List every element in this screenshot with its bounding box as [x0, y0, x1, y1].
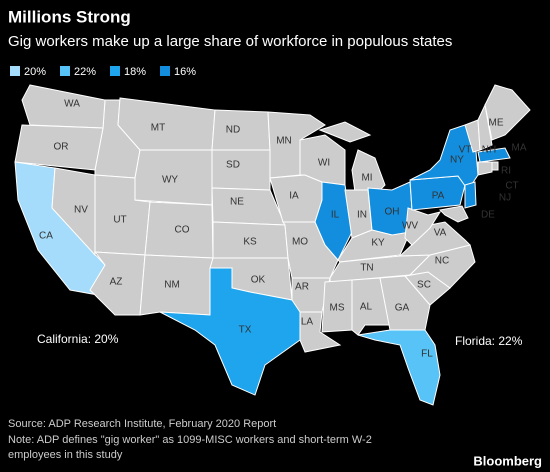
state-label: IL [331, 210, 340, 221]
source: Source: ADP Research Institute, February… [8, 418, 276, 430]
note: Note: ADP defines "gig worker" as 1099-M… [8, 434, 372, 446]
state-shape [491, 161, 499, 171]
state-label: MO [292, 237, 308, 248]
legend: 20% 22% 18% 16% [10, 66, 196, 78]
state-label: AZ [110, 277, 123, 288]
state-label: KS [243, 237, 257, 248]
state-shape [484, 84, 531, 141]
state-label: DE [481, 210, 495, 221]
state-label: GA [395, 303, 410, 314]
legend-label: 22% [74, 66, 96, 78]
state-label: MI [361, 173, 372, 184]
map: WA OR CA NV UT AZ MT WY CO NM ND SD NE KS OK TX MN IA MO AR… [14, 84, 531, 406]
legend-label: 18% [124, 66, 146, 78]
state-label: WA [64, 99, 80, 110]
state-label: ND [226, 125, 240, 136]
state-shape [211, 109, 271, 151]
state-label: ME [489, 118, 504, 129]
state-label: WY [162, 175, 178, 186]
legend-label: 20% [24, 66, 46, 78]
state-label: MS [330, 303, 345, 314]
state-label: TN [360, 263, 373, 274]
state-label: NE [230, 197, 244, 208]
state-shape [438, 205, 469, 223]
state-label: MA [512, 143, 527, 154]
state-label: OK [251, 275, 266, 286]
state-shape [14, 124, 104, 171]
state-shape [477, 161, 493, 176]
state-label: NJ [499, 193, 511, 204]
note: employees in this study [8, 449, 123, 461]
state-label: WI [318, 158, 330, 169]
state-label: SC [417, 280, 431, 291]
state-label: VA [434, 228, 447, 239]
legend-swatch [10, 66, 20, 76]
state-label: FL [421, 349, 433, 360]
state-label: NH [482, 145, 496, 156]
state-label: NY [450, 155, 464, 166]
state-shape [404, 207, 442, 246]
state-label: NM [164, 280, 180, 291]
state-label: NV [74, 205, 88, 216]
state-shape [211, 149, 271, 191]
state-shape [379, 275, 431, 331]
state-shape [299, 311, 342, 353]
state-label: UT [113, 215, 126, 226]
state-shape [477, 147, 511, 163]
state-shape [51, 167, 96, 257]
state-label: IN [357, 210, 367, 221]
state-label: AR [295, 282, 309, 293]
state-label: KY [371, 238, 385, 249]
annotation: Florida: 22% [455, 334, 523, 348]
legend-swatch [110, 66, 120, 76]
title: Millions Strong [8, 7, 131, 26]
state-shape [464, 181, 477, 209]
legend-label: 16% [174, 66, 196, 78]
state-shape [318, 121, 372, 143]
state-shape [134, 149, 213, 206]
legend-swatch [60, 66, 70, 76]
state-label: CA [39, 231, 53, 242]
state-label: CO [175, 225, 190, 236]
state-label: TX [239, 325, 252, 336]
annotation: California: 20% [37, 332, 119, 346]
state-label: OR [54, 142, 69, 153]
state-shape [477, 103, 493, 151]
subtitle: Gig workers make up a large share of wor… [8, 33, 452, 50]
state-label: CT [505, 181, 518, 192]
state-shape [159, 267, 301, 396]
state-label: NC [435, 256, 449, 267]
legend-swatch [160, 66, 170, 76]
state-label: SD [226, 160, 240, 171]
state-label: MN [276, 136, 292, 147]
state-label: RI [501, 166, 511, 177]
brand: Bloomberg [473, 453, 542, 468]
state-label: WV [402, 221, 418, 232]
state-label: PA [432, 191, 445, 202]
state-label: AL [360, 302, 373, 313]
state-label: MT [151, 123, 165, 134]
state-label: VT [459, 145, 472, 156]
state-shape [357, 329, 441, 406]
state-label: LA [301, 317, 314, 328]
state-label: IA [289, 191, 299, 202]
state-label: OH [385, 207, 400, 218]
